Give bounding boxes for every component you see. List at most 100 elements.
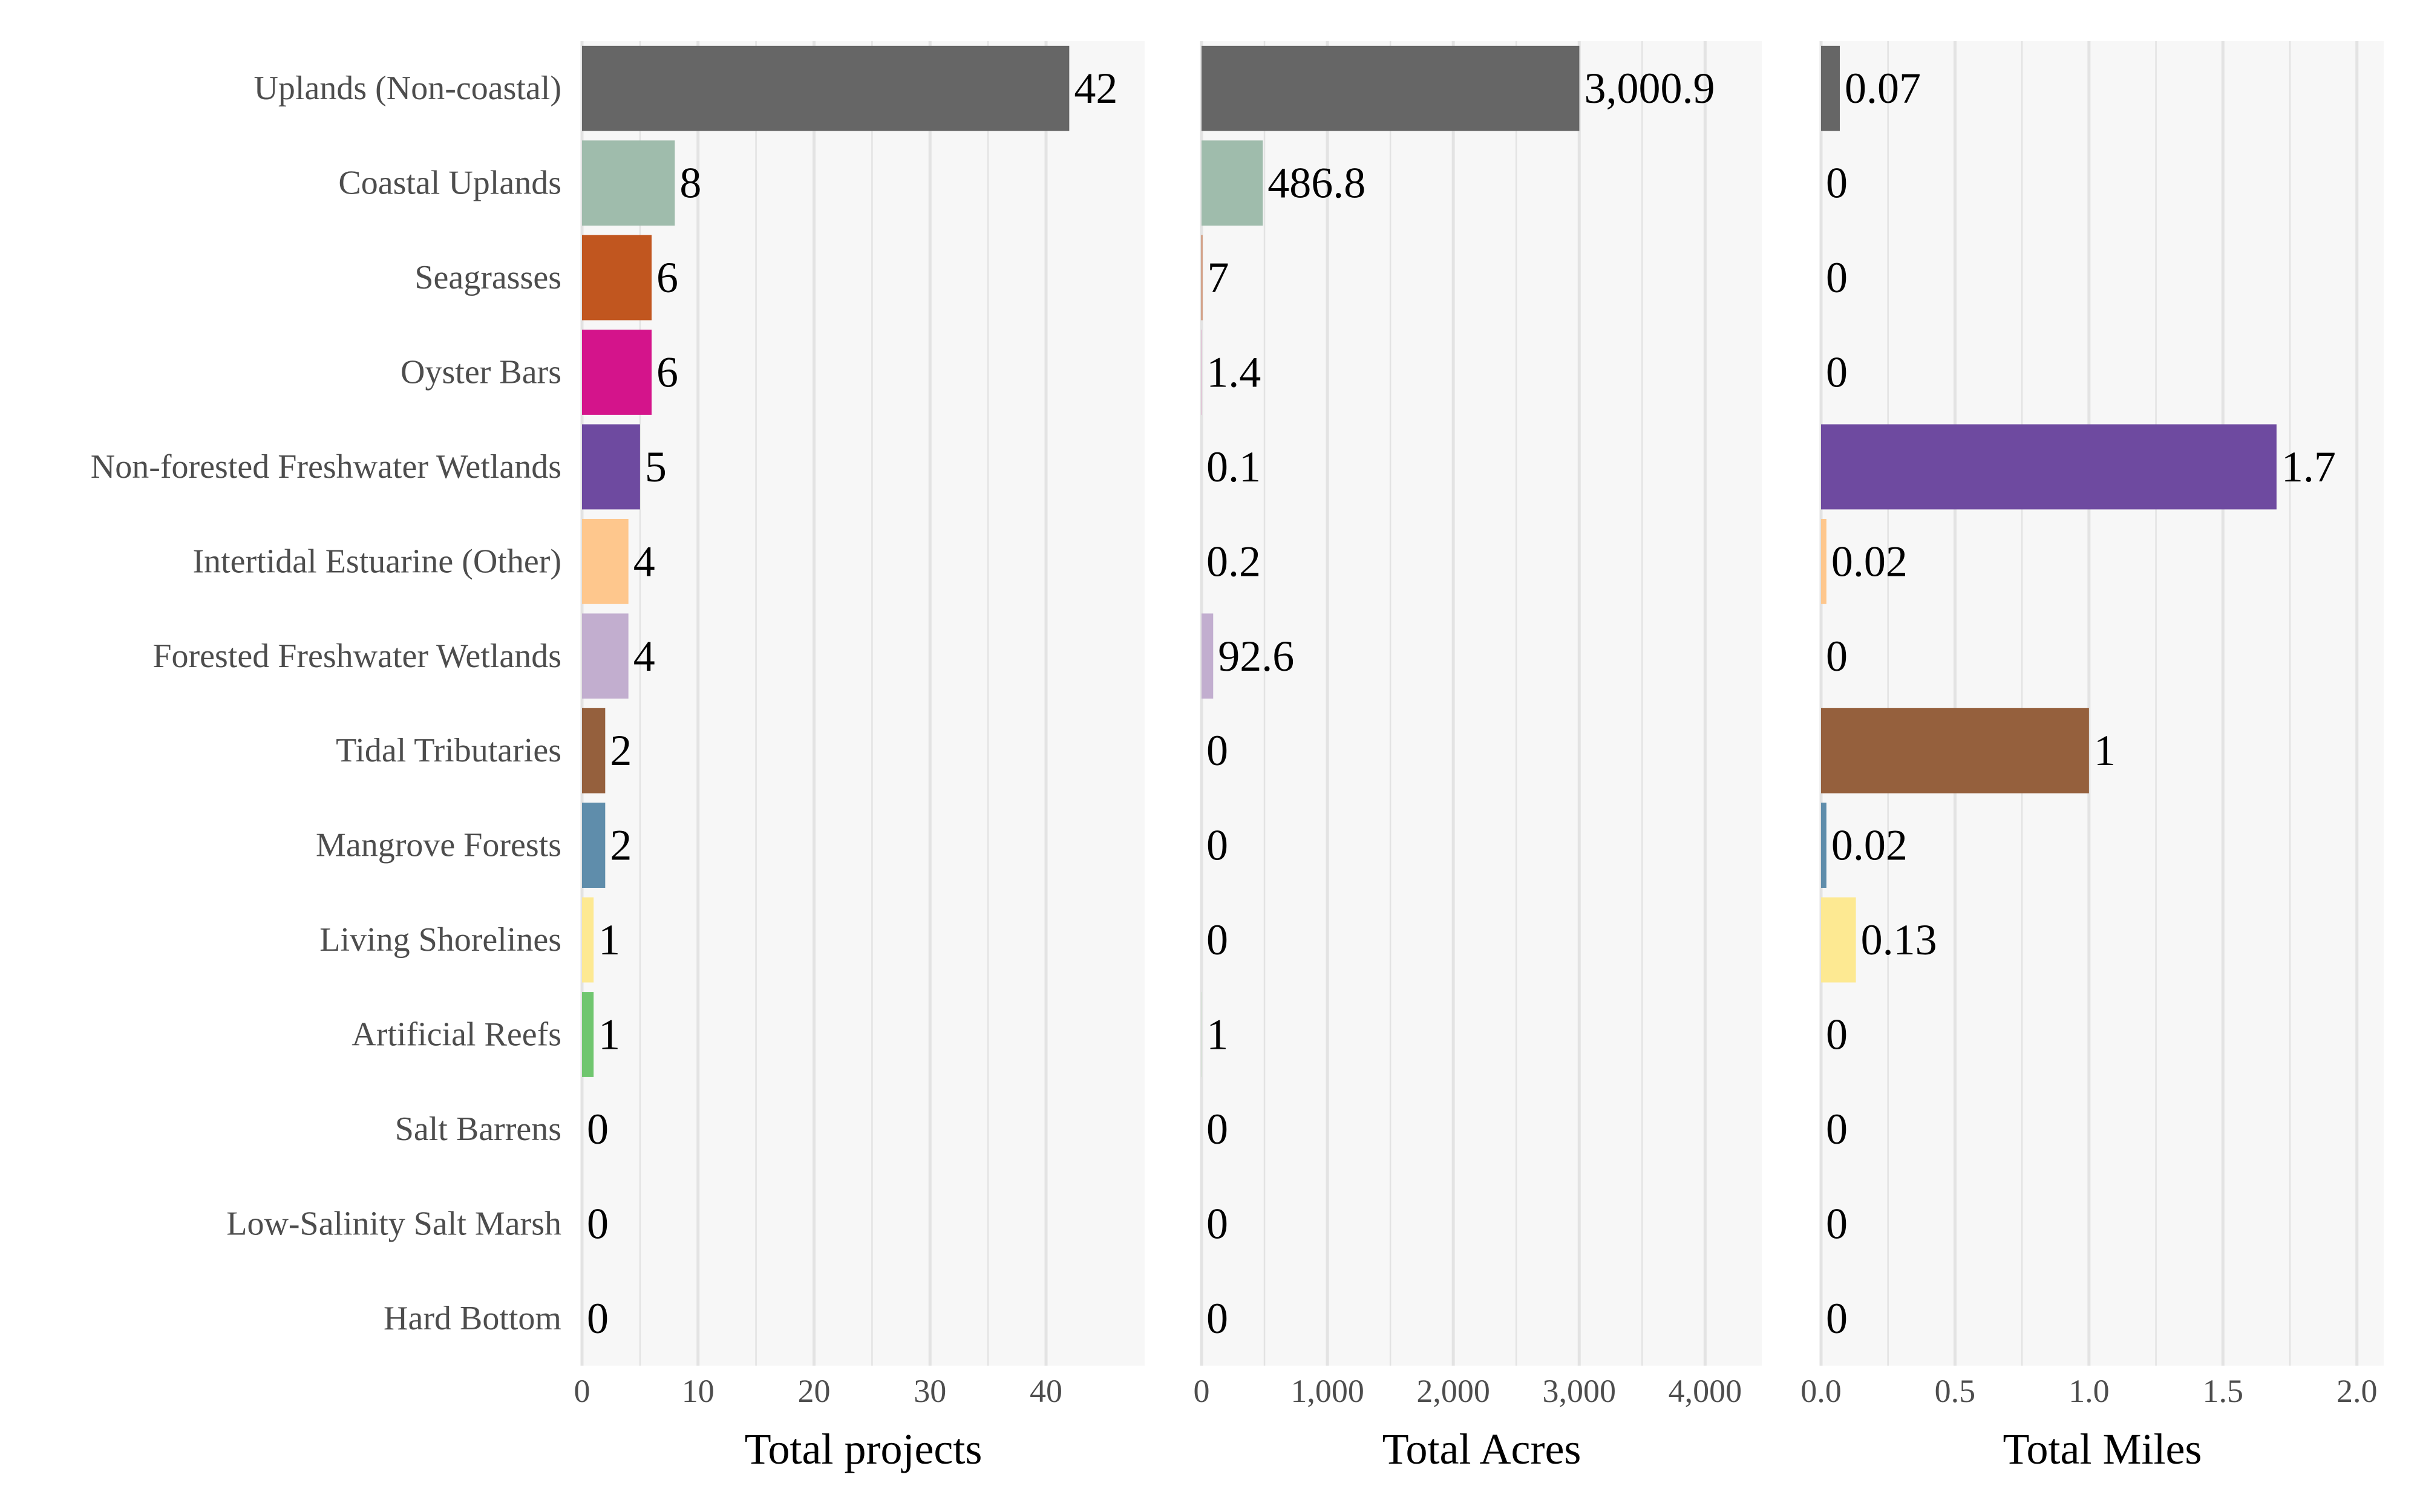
category-label: Hard Bottom: [384, 1300, 561, 1337]
bar: [1202, 140, 1263, 226]
data-label: 0: [587, 1105, 609, 1153]
panel-background: [1202, 41, 1762, 1366]
bar: [1821, 803, 1826, 888]
bar: [1821, 897, 1856, 983]
data-label: 92.6: [1218, 632, 1294, 680]
data-label: 0: [1206, 1199, 1228, 1248]
data-label: 1.4: [1206, 348, 1261, 397]
data-label: 2: [610, 726, 632, 775]
x-tick-label: 30: [914, 1373, 946, 1409]
bar: [582, 992, 594, 1077]
category-label: Forested Freshwater Wetlands: [152, 637, 561, 675]
data-label: 0: [587, 1199, 609, 1248]
data-label: 0: [1826, 632, 1848, 680]
data-label: 0.07: [1845, 64, 1921, 112]
data-label: 0.02: [1831, 821, 1908, 870]
x-tick-label: 2,000: [1416, 1373, 1490, 1409]
data-label: 0.02: [1831, 537, 1908, 585]
data-label: 0: [587, 1294, 609, 1343]
category-label: Artificial Reefs: [352, 1016, 561, 1054]
data-label: 486.8: [1267, 159, 1365, 207]
category-label: Low-Salinity Salt Marsh: [226, 1205, 561, 1242]
x-tick-label: 40: [1030, 1373, 1062, 1409]
bar: [582, 803, 606, 888]
category-label: Tidal Tributaries: [336, 732, 561, 769]
x-tick-label: 0.0: [1800, 1373, 1842, 1409]
data-label: 0: [1206, 1105, 1228, 1153]
category-label: Seagrasses: [414, 259, 561, 296]
x-tick-label: 10: [682, 1373, 715, 1409]
x-tick-label: 0: [574, 1373, 590, 1409]
x-tick-label: 1,000: [1290, 1373, 1364, 1409]
bar: [582, 518, 629, 604]
x-tick-label: 3,000: [1543, 1373, 1617, 1409]
x-tick-label: 1.0: [2068, 1373, 2110, 1409]
category-label: Coastal Uplands: [338, 165, 561, 202]
panel-3: 0.07 0 0 0 1.7 0.02 0 1 0.02 0.13 0 0 0 0 0.0 0.5 1.0 1.5…: [1800, 41, 2384, 1473]
data-label: 3,000.9: [1584, 64, 1715, 112]
bar: [1821, 424, 2277, 510]
data-label: 0: [1206, 821, 1228, 870]
bar: [1821, 45, 1840, 131]
x-axis-title: Total projects: [745, 1425, 983, 1473]
bar: [1821, 708, 2089, 793]
x-tick-label: 2.0: [2337, 1373, 2378, 1409]
data-label: 0: [1826, 348, 1848, 397]
x-tick-label: 0.5: [1935, 1373, 1976, 1409]
category-labels: Uplands (Non-coastal) Coastal Uplands Seag…: [91, 70, 561, 1337]
data-label: 0: [1826, 253, 1848, 302]
panel-2: 3,000.9 486.8 7 1.4 0.1 0.2 92.6 0 0 0 1 0 0 0 0 1,000 2…: [1194, 41, 1762, 1473]
data-label: 0.2: [1206, 537, 1261, 585]
data-label: 2: [610, 821, 632, 870]
data-label: 0.1: [1206, 443, 1261, 491]
data-label: 1: [2094, 726, 2116, 775]
bar: [582, 330, 652, 415]
bar: [582, 613, 629, 699]
data-label: 0: [1826, 1011, 1848, 1059]
data-label: 1: [1206, 1011, 1228, 1059]
x-axis-title: Total Acres: [1382, 1425, 1581, 1473]
category-label: Salt Barrens: [395, 1110, 561, 1148]
data-label: 1: [598, 1011, 620, 1059]
category-label: Non-forested Freshwater Wetlands: [91, 448, 561, 486]
data-label: 42: [1074, 64, 1117, 112]
bar: [582, 140, 675, 226]
x-tick-label: 1.5: [2203, 1373, 2244, 1409]
data-label: 0: [1826, 1294, 1848, 1343]
x-tick-label: 20: [798, 1373, 831, 1409]
data-label: 5: [645, 443, 667, 491]
bar: [582, 235, 652, 321]
bar: [582, 424, 640, 510]
data-label: 8: [679, 159, 701, 207]
category-label: Oyster Bars: [401, 354, 561, 391]
data-label: 7: [1207, 253, 1229, 302]
data-label: 0: [1826, 1105, 1848, 1153]
bar: [582, 45, 1070, 131]
data-label: 0.13: [1861, 916, 1937, 964]
data-label: 0: [1206, 916, 1228, 964]
x-tick-label: 4,000: [1669, 1373, 1742, 1409]
data-label: 0: [1826, 159, 1848, 207]
data-label: 6: [656, 348, 678, 397]
category-label: Living Shorelines: [319, 921, 561, 959]
bar: [582, 897, 594, 983]
category-label: Uplands (Non-coastal): [253, 70, 561, 107]
data-label: 0: [1206, 1294, 1228, 1343]
data-label: 4: [633, 632, 655, 680]
x-axis-title: Total Miles: [2003, 1425, 2202, 1473]
panel-background: [582, 41, 1145, 1366]
bar: [582, 708, 606, 793]
data-label: 1: [598, 916, 620, 964]
bar: [1202, 613, 1214, 699]
category-label: Intertidal Estuarine (Other): [192, 543, 561, 580]
data-label: 6: [656, 253, 678, 302]
category-label: Mangrove Forests: [316, 827, 561, 864]
data-label: 1.7: [2281, 443, 2336, 491]
panel-background: [1821, 41, 2384, 1366]
data-label: 4: [633, 537, 655, 585]
data-label: 0: [1206, 726, 1228, 775]
bar: [1821, 518, 1826, 604]
